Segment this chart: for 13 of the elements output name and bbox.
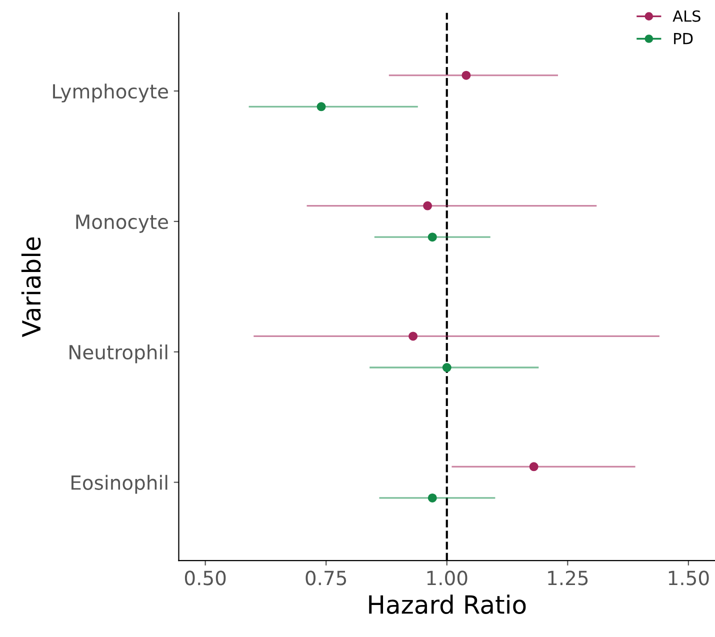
y-axis-title: Variable	[21, 237, 41, 338]
x-tick-label: 0.50	[184, 570, 226, 586]
y-tick-label: Neutrophil	[70, 344, 168, 364]
x-tick-label: 1.00	[427, 570, 468, 586]
x-tick-label: 0.75	[306, 570, 346, 586]
x-tick-label: 1.25	[548, 570, 588, 586]
x-axis-title: Hazard Ratio	[369, 594, 526, 614]
legend-label: ALS	[672, 10, 700, 22]
y-tick-label: Lymphocyte	[53, 84, 168, 102]
y-tick-label: Eosinophil	[72, 474, 168, 494]
y-tick-label: Monocyte	[76, 214, 168, 233]
legend-label: PD	[674, 32, 693, 44]
x-tick-label: 1.50	[668, 570, 709, 586]
